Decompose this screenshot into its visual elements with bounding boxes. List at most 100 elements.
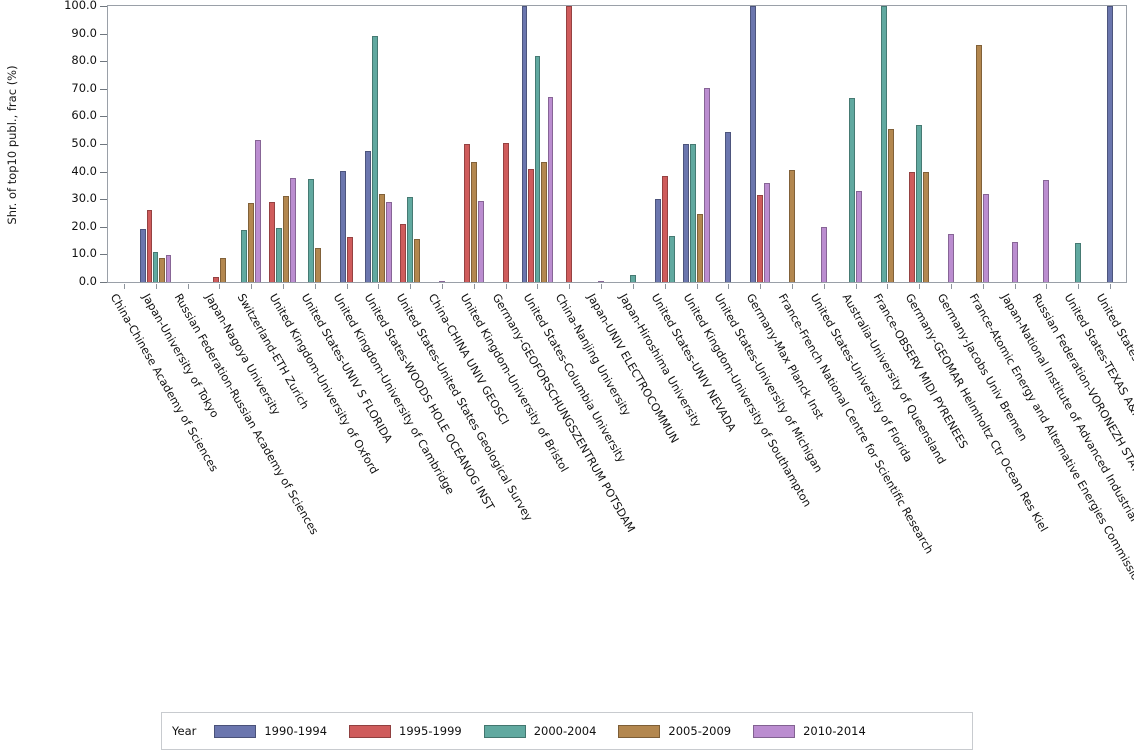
x-tick-mark <box>1110 284 1112 289</box>
bar <box>470 161 477 282</box>
bar-group <box>299 6 331 282</box>
legend-label: 2005-2009 <box>668 724 732 738</box>
x-axis-labels: China-Chinese Academy of Sciences Japan-U… <box>108 292 1134 644</box>
bar <box>750 6 757 282</box>
bar <box>219 257 226 282</box>
bar <box>248 203 255 282</box>
bar <box>269 201 276 282</box>
bar-group <box>426 6 458 282</box>
bar-group <box>585 6 617 282</box>
x-tick-mark <box>442 284 444 289</box>
bar <box>909 171 916 282</box>
legend-color-swatch <box>753 724 796 738</box>
bar <box>757 195 764 282</box>
y-tick-label: 60.0 <box>71 108 97 123</box>
bar-group <box>203 6 235 282</box>
legend-title: Year <box>172 724 197 738</box>
y-tick-label: 20.0 <box>71 218 97 233</box>
y-tick-label: 10.0 <box>71 246 97 261</box>
bar-group <box>394 6 426 282</box>
x-tick-mark <box>632 284 634 289</box>
bar-group <box>776 6 808 282</box>
bar <box>916 124 923 282</box>
x-tick-mark <box>410 284 412 289</box>
bar <box>1107 6 1114 282</box>
y-tick-label: 80.0 <box>71 53 97 68</box>
legend-item[interactable]: 1990-1994 <box>214 724 327 738</box>
x-tick-mark <box>919 284 921 289</box>
bar <box>534 55 541 282</box>
bar <box>140 228 146 282</box>
bar <box>880 6 887 282</box>
bar-group <box>840 6 872 282</box>
bar <box>704 88 711 282</box>
legend-item[interactable]: 2005-2009 <box>618 724 731 738</box>
bar-group <box>999 6 1031 282</box>
bar <box>983 193 990 282</box>
x-tick-mark <box>982 284 984 289</box>
bar <box>463 144 470 282</box>
y-tick-label: 70.0 <box>71 80 97 95</box>
legend-color-swatch <box>349 724 392 738</box>
y-tick-mark <box>100 6 107 7</box>
bar-group <box>617 6 649 282</box>
y-tick-mark <box>100 33 107 35</box>
bar <box>315 247 322 282</box>
x-tick-mark <box>760 284 762 289</box>
bar-group <box>649 6 681 282</box>
bar <box>407 196 414 282</box>
bar <box>378 193 385 282</box>
x-tick-mark <box>219 284 221 289</box>
bar <box>283 195 290 282</box>
bar-group <box>744 6 776 282</box>
x-tick-mark <box>251 284 253 289</box>
bar-group <box>903 6 935 282</box>
bar-group <box>1031 6 1063 282</box>
bar-group <box>522 6 554 282</box>
bar-group <box>935 6 967 282</box>
bar <box>788 170 795 282</box>
x-tick-mark <box>1078 284 1080 289</box>
x-tick-mark <box>696 284 698 289</box>
bar <box>241 230 248 282</box>
y-tick-mark <box>100 61 107 63</box>
y-tick-mark <box>100 171 107 173</box>
y-tick-mark <box>100 144 107 145</box>
x-tick-mark <box>314 284 316 289</box>
bar <box>528 168 534 282</box>
bar <box>566 6 573 282</box>
x-tick-mark <box>155 284 157 289</box>
bar <box>661 175 668 282</box>
bar <box>1011 241 1018 282</box>
x-tick-mark <box>187 284 189 289</box>
bar-group <box>363 6 395 282</box>
bar <box>385 201 392 282</box>
bar <box>1075 243 1082 282</box>
bar <box>948 233 955 282</box>
legend-item[interactable]: 1995-1999 <box>349 724 462 738</box>
x-tick-mark <box>282 284 284 289</box>
bar-group <box>140 6 172 282</box>
legend-item[interactable]: 2010-2014 <box>753 724 866 738</box>
bar <box>923 171 930 282</box>
bar <box>146 210 153 282</box>
legend-label: 1995-1999 <box>399 724 462 738</box>
legend-label: 2000-2004 <box>533 724 597 738</box>
bar <box>364 150 371 282</box>
x-tick-mark <box>505 284 507 289</box>
bar <box>697 214 704 282</box>
bar <box>856 190 863 282</box>
bar <box>887 128 894 282</box>
legend-color-swatch <box>483 724 526 738</box>
bar <box>347 237 354 282</box>
x-tick-mark <box>951 284 953 289</box>
legend-label: 2010-2014 <box>803 724 866 738</box>
bar <box>276 228 283 282</box>
bar <box>212 276 219 282</box>
y-tick-label: 30.0 <box>71 191 97 206</box>
legend-item[interactable]: 2000-2004 <box>483 724 597 738</box>
bar <box>690 144 697 282</box>
bar <box>439 280 446 282</box>
bar <box>668 236 675 282</box>
